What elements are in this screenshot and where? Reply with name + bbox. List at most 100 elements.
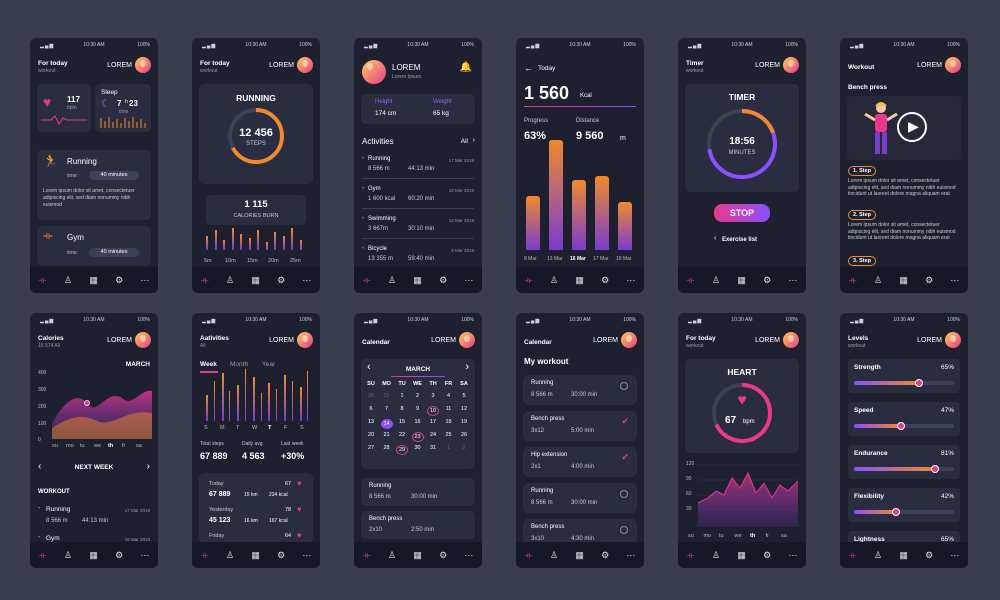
calendar-icon[interactable]: ▦ [575,549,584,560]
calendar-day[interactable]: 4 [446,393,451,399]
dumbbell-icon[interactable]: ⟛ [686,549,695,560]
calendar-icon[interactable]: ▦ [899,549,908,560]
gear-icon[interactable]: ⚙ [925,549,934,560]
level-slider[interactable] [854,422,954,430]
chevron-left-icon[interactable]: ‹ [38,461,42,472]
dumbbell-icon[interactable]: ⟛ [524,274,533,285]
more-icon[interactable]: ⋯ [950,549,960,560]
level-slider[interactable] [854,379,954,387]
calendar-icon[interactable]: ▦ [899,274,908,285]
chevron-right-icon[interactable]: › [472,137,475,144]
calendar-icon[interactable]: ▦ [737,274,746,285]
slider-handle[interactable] [892,508,900,516]
profile-icon[interactable]: ♙ [64,549,73,560]
more-icon[interactable]: ⋯ [464,549,474,560]
gear-icon[interactable]: ⚙ [439,549,448,560]
next-week-label[interactable]: NEXT WEEK [74,464,114,471]
slider-handle[interactable] [931,465,939,473]
workout-item[interactable]: Hip extension 2x1 4:00 min ✔ [523,447,637,477]
tab-year[interactable]: Year [262,361,276,368]
avatar[interactable] [362,60,386,84]
activity-name[interactable]: Gym [368,186,381,192]
checkbox[interactable] [620,382,628,390]
slider-handle[interactable] [915,379,923,387]
checkmark-icon[interactable]: ✔ [621,416,629,426]
dumbbell-icon[interactable]: ⟛ [848,549,857,560]
chevron-right-icon[interactable]: › [465,361,469,373]
slider-handle[interactable] [897,422,905,430]
calendar-icon[interactable]: ▦ [737,549,746,560]
exercise-list-link[interactable]: Exercise list [722,237,758,243]
dumbbell-icon[interactable]: ⟛ [848,274,857,285]
profile-icon[interactable]: ♙ [874,549,883,560]
heart-rate-card[interactable]: ♥ 117 bpm [37,84,91,132]
step-1-badge[interactable]: 1. Step [848,166,877,176]
calendar-day[interactable]: 1 [400,393,404,399]
calendar-day[interactable]: 29 [396,445,408,455]
calendar-day[interactable]: 19 [460,419,468,425]
calendar-day[interactable]: 12 [460,406,468,412]
profile-icon[interactable]: ♙ [712,274,721,285]
bell-icon[interactable]: 🔔 [459,62,472,73]
profile-icon[interactable]: ♙ [226,274,235,285]
gear-icon[interactable]: ⚙ [277,549,286,560]
calendar-day[interactable]: 31 [383,393,390,399]
calendar-day[interactable]: 10 [427,406,439,416]
calendar-day[interactable]: 9 [415,406,420,412]
profile-icon[interactable]: ♙ [874,274,883,285]
dumbbell-icon[interactable]: ⟛ [524,549,533,560]
gear-icon[interactable]: ⚙ [115,274,124,285]
more-icon[interactable]: ⋯ [140,274,150,285]
more-icon[interactable]: ⋯ [464,274,474,285]
avatar[interactable] [945,332,961,348]
workout-item[interactable]: Bench press 3x12 5:00 min ✔ [523,411,637,441]
profile-icon[interactable]: ♙ [388,549,397,560]
avatar[interactable] [783,57,799,73]
calendar-day[interactable]: 31 [429,445,437,451]
calendar-icon[interactable]: ▦ [251,274,260,285]
profile-icon[interactable]: ♙ [550,274,559,285]
profile-icon[interactable]: ♙ [226,549,235,560]
dumbbell-icon[interactable]: ⟛ [686,274,695,285]
calendar-day[interactable]: 26 [460,432,468,438]
calendar-day[interactable]: 14 [380,419,393,429]
dumbbell-icon[interactable]: ⟛ [38,549,47,560]
level-slider[interactable] [854,465,954,473]
chevron-left-icon[interactable]: ‹ [714,235,717,242]
calendar-day[interactable]: 20 [367,432,375,438]
profile-icon[interactable]: ♙ [64,274,73,285]
more-icon[interactable]: ⋯ [626,274,636,285]
running-card[interactable]: 🏃 Running time: 40 minutes Lorem ipsum d… [37,150,151,220]
calendar-day[interactable]: 8 [400,406,404,412]
chevron-left-icon[interactable]: ‹ [367,361,371,373]
calendar-day[interactable]: 2 [415,393,420,399]
activity-name[interactable]: Swimming [368,216,396,222]
dumbbell-icon[interactable]: ⟛ [362,549,371,560]
dumbbell-icon[interactable]: ⟛ [38,274,47,285]
play-button[interactable] [897,112,927,142]
gear-icon[interactable]: ⚙ [763,274,772,285]
gym-card[interactable]: ⟛ Gym time: 40 minutes [37,226,151,266]
calendar-day[interactable]: 25 [445,432,452,438]
calendar-icon[interactable]: ▦ [251,549,260,560]
calendar-icon[interactable]: ▦ [575,274,584,285]
calendar-day[interactable]: 21 [383,432,390,438]
dumbbell-icon[interactable]: ⟛ [200,549,209,560]
gear-icon[interactable]: ⚙ [439,274,448,285]
more-icon[interactable]: ⋯ [626,549,636,560]
calendar-day[interactable]: 5 [462,393,466,399]
calendar-day[interactable]: 6 [369,406,373,412]
tab-month[interactable]: Month [230,361,249,368]
checkbox[interactable] [620,526,628,534]
calendar-day[interactable]: 7 [384,406,389,412]
calendar-day[interactable]: 17 [429,419,437,425]
step-3-badge[interactable]: 3. Step [848,256,877,266]
more-icon[interactable]: ⋯ [788,274,798,285]
gear-icon[interactable]: ⚙ [115,549,124,560]
calendar-day[interactable]: 27 [367,445,375,451]
profile-icon[interactable]: ♙ [712,549,721,560]
activity-name[interactable]: Bicycle [368,246,388,252]
dumbbell-icon[interactable]: ⟛ [362,274,371,285]
calendar-day[interactable]: 13 [367,419,375,425]
tab-week[interactable]: Week [200,361,217,368]
